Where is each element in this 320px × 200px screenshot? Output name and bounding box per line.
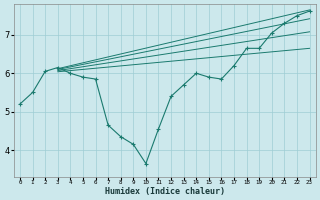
X-axis label: Humidex (Indice chaleur): Humidex (Indice chaleur): [105, 187, 225, 196]
